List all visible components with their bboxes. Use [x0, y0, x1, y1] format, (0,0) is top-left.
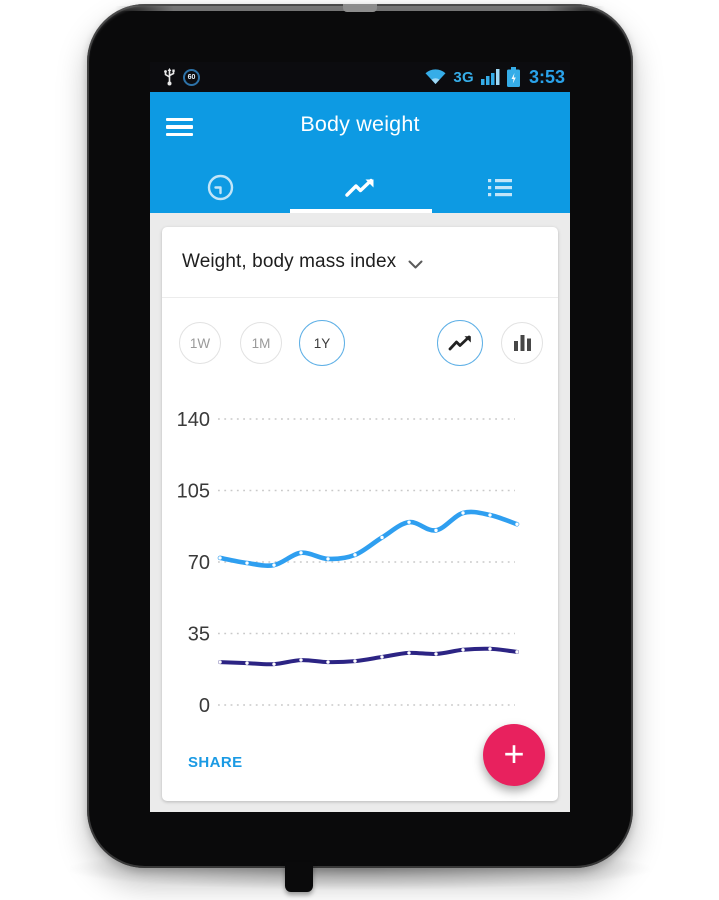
chart-data-point: [245, 561, 249, 565]
battery-charging-icon: [506, 67, 520, 87]
tab-trend[interactable]: [290, 162, 430, 213]
metric-selector[interactable]: Weight, body mass index: [162, 227, 558, 297]
page-title: Body weight: [300, 112, 420, 136]
y-axis-tick-label: 105: [177, 481, 210, 503]
chart-data-point: [434, 652, 438, 656]
chart-data-point: [488, 513, 492, 517]
chart-type-line-button[interactable]: [437, 320, 483, 366]
list-icon: [488, 178, 512, 196]
chart-data-point: [407, 651, 411, 655]
status-bar: 60 3G 3:53: [150, 62, 570, 92]
chart-data-point: [218, 660, 222, 664]
chart-series-weight: [217, 509, 520, 568]
usb-icon: [164, 68, 175, 86]
range-button-1m[interactable]: 1M: [240, 322, 282, 364]
chart-data-point: [272, 563, 276, 567]
wifi-icon: [425, 69, 446, 84]
badge-value: 60: [187, 73, 196, 81]
trend-line-icon: [345, 178, 374, 197]
line-chart-icon: [448, 335, 471, 350]
range-button-1w[interactable]: 1W: [179, 322, 221, 364]
chart-data-point: [326, 660, 330, 664]
content-area: Weight, body mass index 1W 1M 1Y: [150, 213, 570, 812]
metric-selector-label: Weight, body mass index: [182, 251, 397, 272]
chart-data-point: [326, 557, 330, 561]
device-screen: 60 3G 3:53: [150, 62, 570, 812]
tab-history[interactable]: [150, 162, 290, 213]
share-button[interactable]: SHARE: [188, 754, 243, 771]
menu-button[interactable]: [166, 116, 198, 138]
chart-data-point: [299, 551, 303, 555]
chart-data-point: [218, 556, 222, 560]
device-foot: [285, 862, 313, 892]
active-tab-indicator: [290, 209, 432, 213]
weight-bmi-chart[interactable]: 0 35 70 105 140: [162, 392, 558, 737]
chart-data-point: [434, 528, 438, 533]
tab-bar: [150, 162, 570, 213]
add-entry-fab[interactable]: +: [483, 724, 545, 786]
chart-data-point: [380, 535, 384, 540]
chart-data-point: [461, 648, 465, 652]
chart-data-point: [353, 659, 357, 663]
range-button-label: 1M: [251, 335, 271, 351]
app-bar: Body weight: [150, 92, 570, 162]
y-axis-tick-label: 0: [199, 695, 210, 717]
chart-data-point: [515, 650, 519, 654]
chart-type-bar-button[interactable]: [501, 322, 543, 364]
range-button-label: 1W: [189, 335, 211, 351]
chart-data-point: [407, 520, 411, 524]
circle-badge-icon: 60: [183, 68, 200, 86]
y-axis-tick-label: 70: [188, 552, 210, 574]
chart-card: Weight, body mass index 1W 1M 1Y: [162, 227, 558, 801]
range-button-label: 1Y: [313, 335, 331, 351]
y-axis-tick-label: 140: [177, 409, 210, 431]
chart-data-point: [461, 511, 465, 515]
chart-data-point: [488, 647, 492, 651]
clock-time: 3:53: [528, 66, 565, 87]
network-type-label: 3G: [453, 68, 474, 86]
chart-data-point: [380, 655, 384, 659]
hamburger-icon: [166, 117, 193, 122]
chart-data-point: [353, 553, 357, 557]
chevron-down-icon: [408, 260, 423, 268]
signal-strength-icon: [480, 69, 500, 85]
range-button-1y[interactable]: 1Y: [299, 320, 345, 366]
clock-icon: [207, 174, 233, 201]
bar-chart-icon: [513, 335, 531, 351]
chart-data-point: [515, 522, 519, 526]
chart-data-point: [245, 661, 249, 665]
y-axis-tick-label: 35: [188, 624, 210, 646]
chart-series-body-mass-index: [218, 646, 519, 667]
device-top-button: [343, 4, 377, 12]
chart-data-point: [272, 662, 276, 666]
divider: [162, 297, 558, 298]
tab-list[interactable]: [430, 162, 570, 213]
chart-data-point: [299, 658, 303, 662]
plus-icon: +: [503, 732, 525, 774]
